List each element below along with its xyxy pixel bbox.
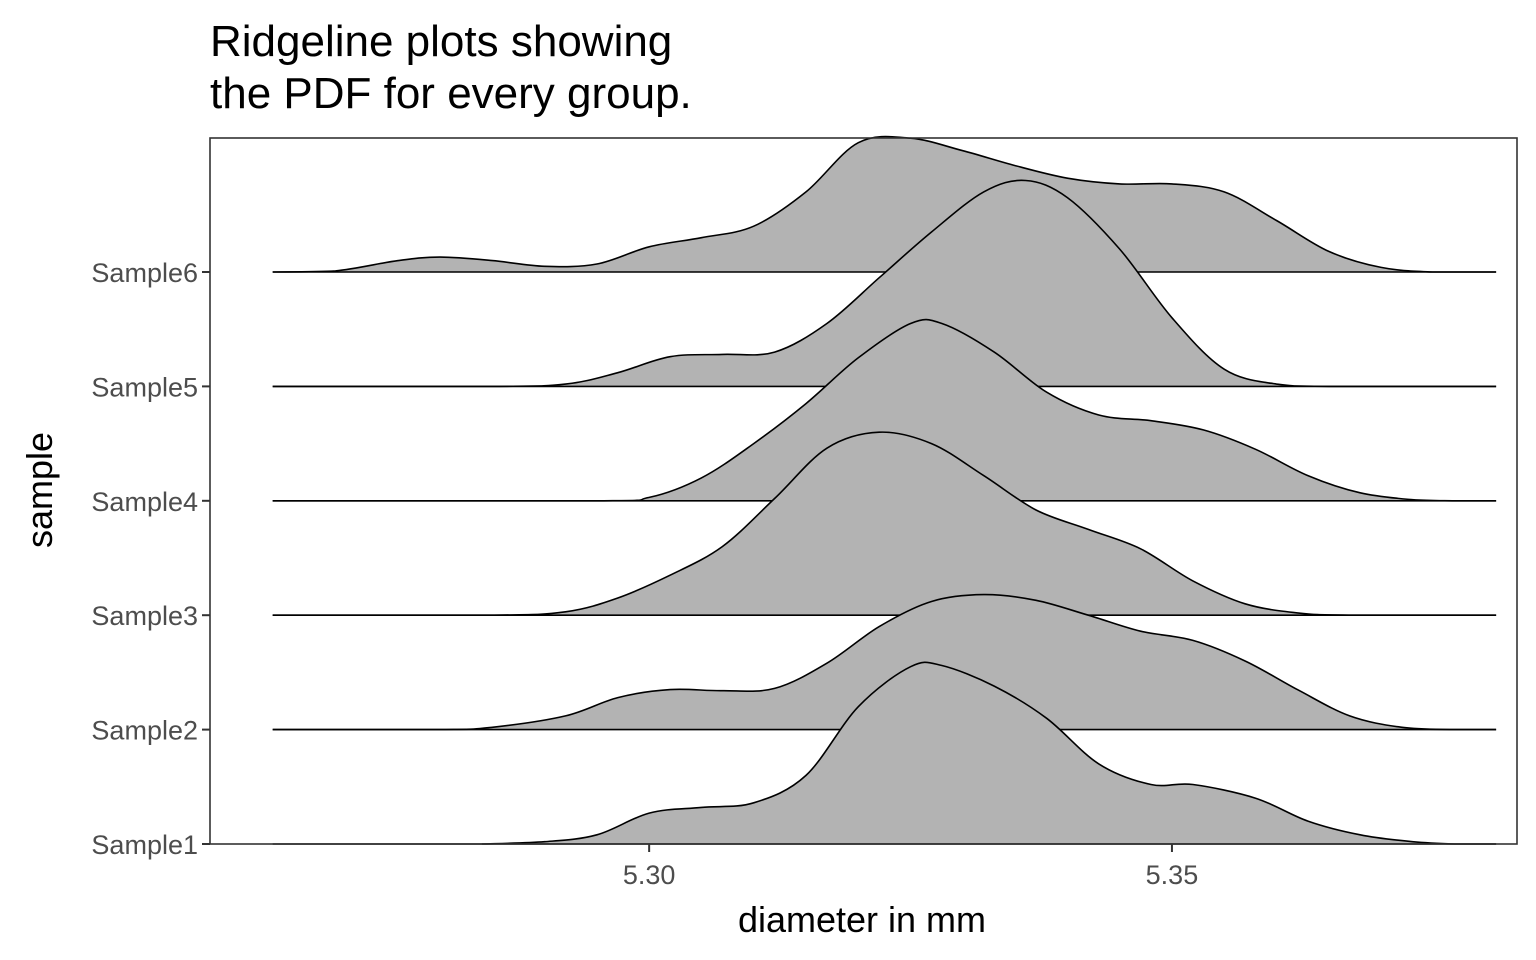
ridge-line-sample1 bbox=[481, 661, 1497, 845]
y-tick-label-sample3: Sample3 bbox=[91, 601, 198, 631]
ridges-group bbox=[272, 135, 1497, 845]
y-tick-label-sample2: Sample2 bbox=[91, 716, 198, 746]
x-axis: 5.30 5.35 bbox=[623, 844, 1198, 890]
y-tick-label-sample6: Sample6 bbox=[91, 258, 198, 288]
ridge-area-sample4 bbox=[272, 319, 1497, 501]
ridge-line-sample6 bbox=[272, 135, 1497, 273]
ridge-area-sample6 bbox=[272, 136, 1497, 272]
ridge-line-sample4 bbox=[272, 318, 1497, 502]
x-tick-label-1: 5.35 bbox=[1146, 860, 1199, 890]
ridge-area-sample5 bbox=[272, 180, 1497, 387]
ridge-area-sample1 bbox=[481, 662, 1497, 844]
ridge-line-sample3 bbox=[272, 431, 1497, 617]
ridge-area-sample2 bbox=[272, 594, 1497, 730]
y-tick-label-sample1: Sample1 bbox=[91, 830, 198, 860]
ridge-area-sample3 bbox=[272, 432, 1497, 616]
ridge-line-sample5 bbox=[272, 179, 1497, 388]
chart-title-line-1: Ridgeline plots showing bbox=[210, 17, 672, 66]
y-tick-label-sample5: Sample5 bbox=[91, 372, 198, 402]
y-axis: Sample1 Sample2 Sample3 Sample4 Sample5 Sampl… bbox=[91, 258, 210, 860]
y-axis-title: sample bbox=[19, 432, 60, 548]
chart-title-line-2: the PDF for every group. bbox=[210, 69, 692, 118]
x-tick-label-0: 5.30 bbox=[623, 860, 676, 890]
ridge-line-sample2 bbox=[272, 593, 1497, 731]
plot-panel-border bbox=[209, 137, 1518, 845]
x-axis-title: diameter in mm bbox=[738, 899, 986, 940]
y-tick-label-sample4: Sample4 bbox=[91, 487, 198, 517]
